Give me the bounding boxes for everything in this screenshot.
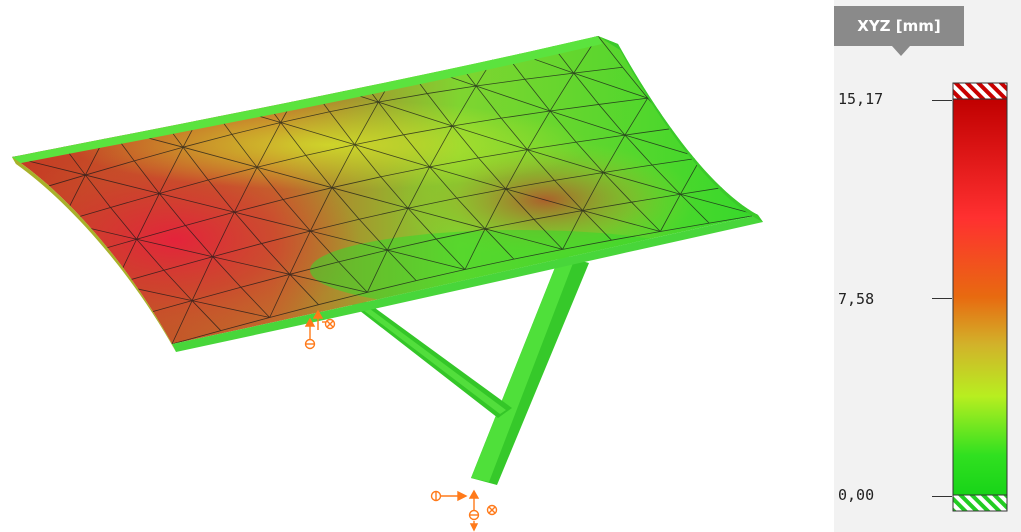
under-range-swatch xyxy=(952,494,1008,512)
tick-label-max: 15,17 xyxy=(838,90,884,108)
over-range-swatch xyxy=(952,82,1008,100)
color-scale-bar xyxy=(952,82,1008,512)
shell-surface xyxy=(12,36,763,352)
tick-mark-mid xyxy=(932,298,952,299)
legend-panel: XYZ [mm] 15,17 xyxy=(834,0,1021,532)
tick-mark-max xyxy=(932,100,952,101)
support-symbol-top xyxy=(304,309,336,350)
tick-label-min: 0,00 xyxy=(838,486,875,504)
tick-mark-min xyxy=(932,496,952,497)
gradient-swatch xyxy=(952,98,1008,496)
support-symbol-bottom xyxy=(430,489,498,532)
legend-title: XYZ [mm] xyxy=(834,6,964,46)
column-members xyxy=(346,255,589,485)
deformation-render xyxy=(12,36,763,532)
tick-label-mid: 7,58 xyxy=(838,290,875,308)
legend-title-pointer xyxy=(892,46,910,56)
3d-viewport[interactable] xyxy=(0,0,820,532)
